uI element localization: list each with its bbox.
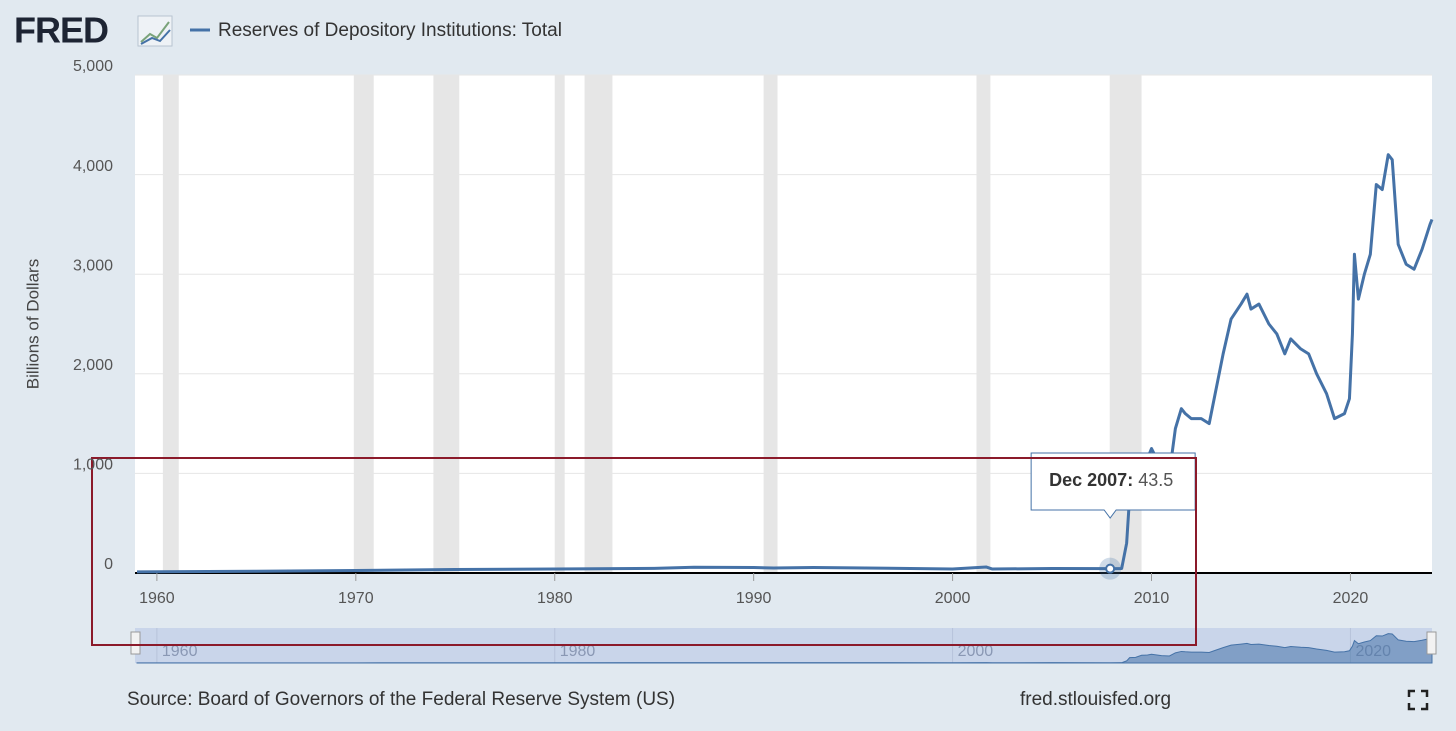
x-tick-label: 2020 (1333, 590, 1369, 607)
recession-band (763, 75, 778, 573)
logo-icon (137, 15, 173, 47)
hover-point (1105, 563, 1116, 574)
x-tick-label: 1960 (139, 590, 175, 607)
recession-band (162, 75, 179, 573)
y-tick-label: 5,000 (73, 58, 113, 75)
y-tick-label: 4,000 (73, 158, 113, 175)
y-tick-label: 0 (104, 556, 113, 573)
recession-band (976, 75, 991, 573)
x-tick-label: 2000 (935, 590, 971, 607)
series-line (136, 153, 1434, 574)
navigator-label: 2000 (958, 643, 994, 660)
navigator-label: 1980 (560, 643, 596, 660)
tooltip-date: Dec 2007: (1049, 470, 1133, 490)
recession-band (433, 75, 460, 573)
plot-area (135, 75, 1432, 573)
x-tick-label: 1970 (338, 590, 374, 607)
navigator-handle[interactable] (1426, 631, 1437, 655)
source: Source: Board of Governors of the Federa… (127, 689, 675, 710)
tooltip-value: 43.5 (1138, 470, 1173, 490)
fullscreen-icon[interactable] (1407, 689, 1429, 711)
y-tick-label: 3,000 (73, 257, 113, 274)
logo: FRED (14, 10, 108, 51)
recession-band (353, 75, 374, 573)
navigator-label: 1960 (162, 643, 198, 660)
x-tick-label: 1980 (537, 590, 573, 607)
x-tick-label: 2010 (1134, 590, 1170, 607)
x-tick-label: 1990 (736, 590, 772, 607)
site[interactable]: fred.stlouisfed.org (1020, 689, 1171, 710)
highlight-box (91, 457, 1197, 646)
tooltip-text: Dec 2007: 43.5 (1049, 470, 1173, 490)
y-tick-label: 1,000 (73, 457, 113, 474)
recession-band (584, 75, 613, 573)
legend-entry[interactable]: Reserves of Depository Institutions: Tot… (218, 20, 562, 41)
y-axis-label: Billions of Dollars (23, 259, 42, 389)
recession-band (554, 75, 565, 573)
navigator-handle[interactable] (130, 631, 141, 655)
y-tick-label: 2,000 (73, 357, 113, 374)
navigator-area (136, 633, 1433, 664)
